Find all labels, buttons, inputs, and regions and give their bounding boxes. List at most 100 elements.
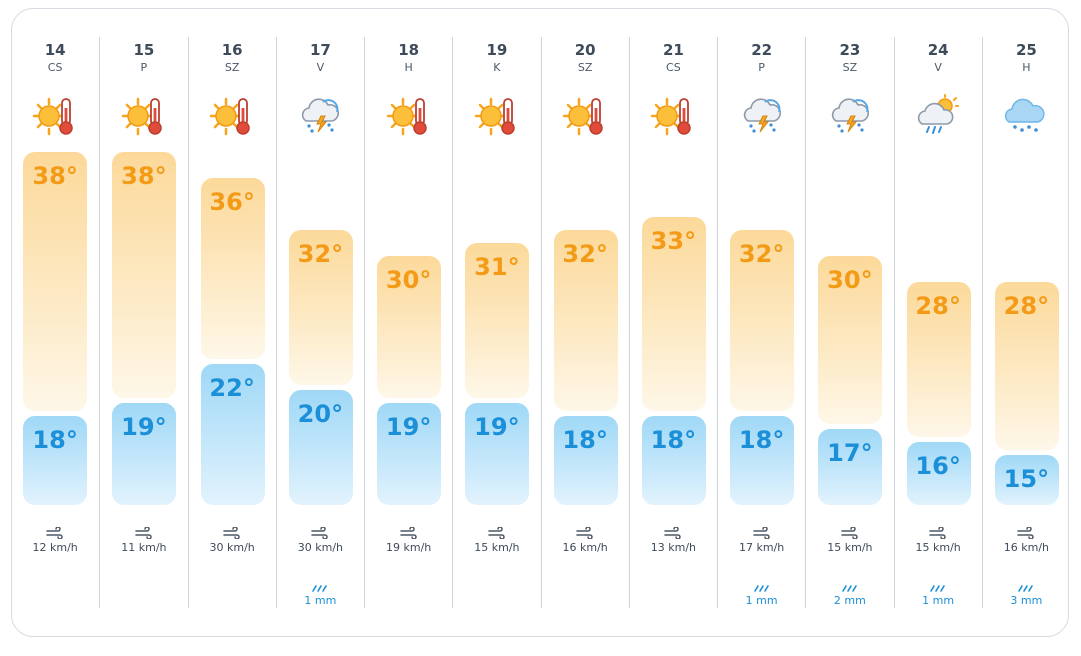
- precipitation-amount: 2 mm: [833, 594, 866, 607]
- wind-speed: 19 km/h: [385, 541, 432, 554]
- max-temperature: 33°: [650, 227, 697, 255]
- rain-icon: [310, 577, 330, 592]
- day-number: 18: [398, 41, 420, 59]
- precipitation-amount: 1 mm: [922, 594, 955, 607]
- day-column[interactable]: 14 CS 38° 18° 12 km/h: [11, 37, 99, 608]
- max-temperature: 28°: [915, 292, 961, 320]
- max-temp-bar: [200, 178, 265, 359]
- cloud-rain-icon: [1003, 94, 1049, 138]
- day-number: 25: [1015, 41, 1037, 59]
- day-column[interactable]: 18 H 30° 19° 19 km/h: [364, 37, 452, 608]
- min-temperature: 18°: [650, 426, 697, 454]
- forecast-grid: 14 CS 38° 18° 12 km/h 15 P 38° 19°: [11, 37, 1070, 608]
- max-temperature: 38°: [32, 162, 78, 190]
- thunderstorm-icon: [739, 94, 785, 138]
- forecast-card: [11, 8, 1069, 637]
- min-temperature: 19°: [474, 413, 520, 441]
- max-temp-bar: [377, 256, 441, 398]
- wind-icon: [135, 524, 153, 540]
- day-of-week: P: [758, 61, 765, 74]
- max-temp-bar: [730, 230, 794, 411]
- day-of-week: V: [934, 61, 942, 74]
- wind-speed: 15 km/h: [915, 541, 961, 554]
- day-number: 15: [133, 41, 155, 59]
- wind-icon: [46, 524, 64, 540]
- max-temp-bar: [641, 217, 706, 411]
- sun-thermometer-icon: [209, 94, 255, 138]
- thunderstorm-icon: [297, 94, 343, 138]
- day-of-week: SZ: [224, 61, 240, 74]
- rain-icon: [752, 577, 772, 592]
- min-temperature: 17°: [827, 439, 873, 467]
- min-temp-bar: [730, 416, 794, 505]
- thunderstorm-icon: [827, 94, 873, 138]
- min-temp-bar: [994, 455, 1059, 505]
- wind-speed: 15 km/h: [474, 541, 520, 554]
- wind-speed: 11 km/h: [121, 541, 167, 554]
- day-column[interactable]: 23 SZ 30° 17° 15 km/h 2 mm: [805, 37, 893, 608]
- wind-speed: 16 km/h: [1003, 541, 1049, 554]
- min-temp-bar: [818, 429, 883, 505]
- max-temp-bar: [288, 230, 353, 385]
- min-temp-bar: [288, 390, 353, 505]
- day-column[interactable]: 20 SZ 32° 18° 16 km/h: [540, 37, 629, 608]
- max-temperature: 30°: [827, 266, 873, 294]
- day-of-week: H: [404, 61, 413, 74]
- wind-speed: 12 km/h: [32, 541, 78, 554]
- min-temperature: 19°: [121, 413, 167, 441]
- min-temperature: 19°: [385, 413, 432, 441]
- min-temp-bar: [553, 416, 618, 505]
- sun-thermometer-icon: [562, 94, 608, 138]
- day-column[interactable]: 16 SZ 36° 22° 30 km/h: [187, 37, 276, 608]
- wind-speed: 17 km/h: [738, 541, 785, 554]
- wind-icon: [576, 524, 594, 540]
- day-of-week: H: [1022, 61, 1031, 74]
- day-number: 17: [309, 41, 331, 59]
- wind-icon: [841, 524, 859, 540]
- max-temp-bar: [994, 282, 1059, 450]
- day-number: 14: [44, 41, 66, 59]
- wind-icon: [223, 524, 241, 540]
- rain-icon: [1016, 577, 1036, 592]
- day-column[interactable]: 22 P 32° 18° 17 km/h 1 mm: [717, 37, 805, 608]
- max-temp-bar: [818, 256, 883, 424]
- max-temperature: 32°: [562, 240, 608, 268]
- wind-icon: [664, 524, 682, 540]
- day-of-week: CS: [47, 61, 63, 74]
- wind-icon: [1017, 524, 1035, 540]
- min-temp-bar: [465, 403, 530, 505]
- wind-icon: [752, 524, 771, 540]
- max-temperature: 32°: [297, 240, 344, 268]
- wind-speed: 15 km/h: [827, 541, 873, 554]
- wind-icon: [311, 524, 329, 540]
- day-column[interactable]: 25 H 28° 15° 16 km/h 3 mm: [981, 37, 1070, 608]
- day-column[interactable]: 19 K 31° 19° 15 km/h: [452, 37, 540, 608]
- min-temp-bar: [112, 403, 177, 505]
- day-column[interactable]: 15 P 38° 19° 11 km/h: [99, 37, 187, 608]
- sun-thermometer-icon: [121, 94, 167, 138]
- day-number: 19: [486, 41, 508, 59]
- min-temp-bar: [641, 416, 706, 505]
- min-temperature: 22°: [209, 374, 255, 402]
- max-temp-bar: [465, 243, 530, 398]
- sun-cloud-rain-icon: [915, 94, 961, 138]
- day-column[interactable]: 21 CS 33° 18° 13 km/h: [628, 37, 717, 608]
- day-column[interactable]: 17 V 32° 20° 30 km/h 1 mm: [275, 37, 364, 608]
- min-temperature: 15°: [1003, 465, 1050, 493]
- day-of-week: SZ: [577, 61, 593, 74]
- sun-thermometer-icon: [474, 94, 520, 138]
- max-temp-bar: [906, 282, 971, 437]
- day-number: 23: [839, 41, 861, 59]
- wind-icon: [399, 524, 418, 540]
- day-column[interactable]: 24 V 28° 16° 15 km/h 1 mm: [893, 37, 982, 608]
- max-temperature: 36°: [209, 188, 255, 216]
- rain-icon: [928, 577, 948, 592]
- day-of-week: P: [140, 61, 148, 74]
- precipitation-amount: 3 mm: [1010, 594, 1043, 607]
- min-temp-bar: [200, 364, 265, 505]
- day-of-week: SZ: [842, 61, 858, 74]
- max-temperature: 28°: [1003, 292, 1050, 320]
- max-temp-bar: [553, 230, 618, 411]
- day-number: 16: [221, 41, 243, 59]
- day-number: 20: [574, 41, 596, 59]
